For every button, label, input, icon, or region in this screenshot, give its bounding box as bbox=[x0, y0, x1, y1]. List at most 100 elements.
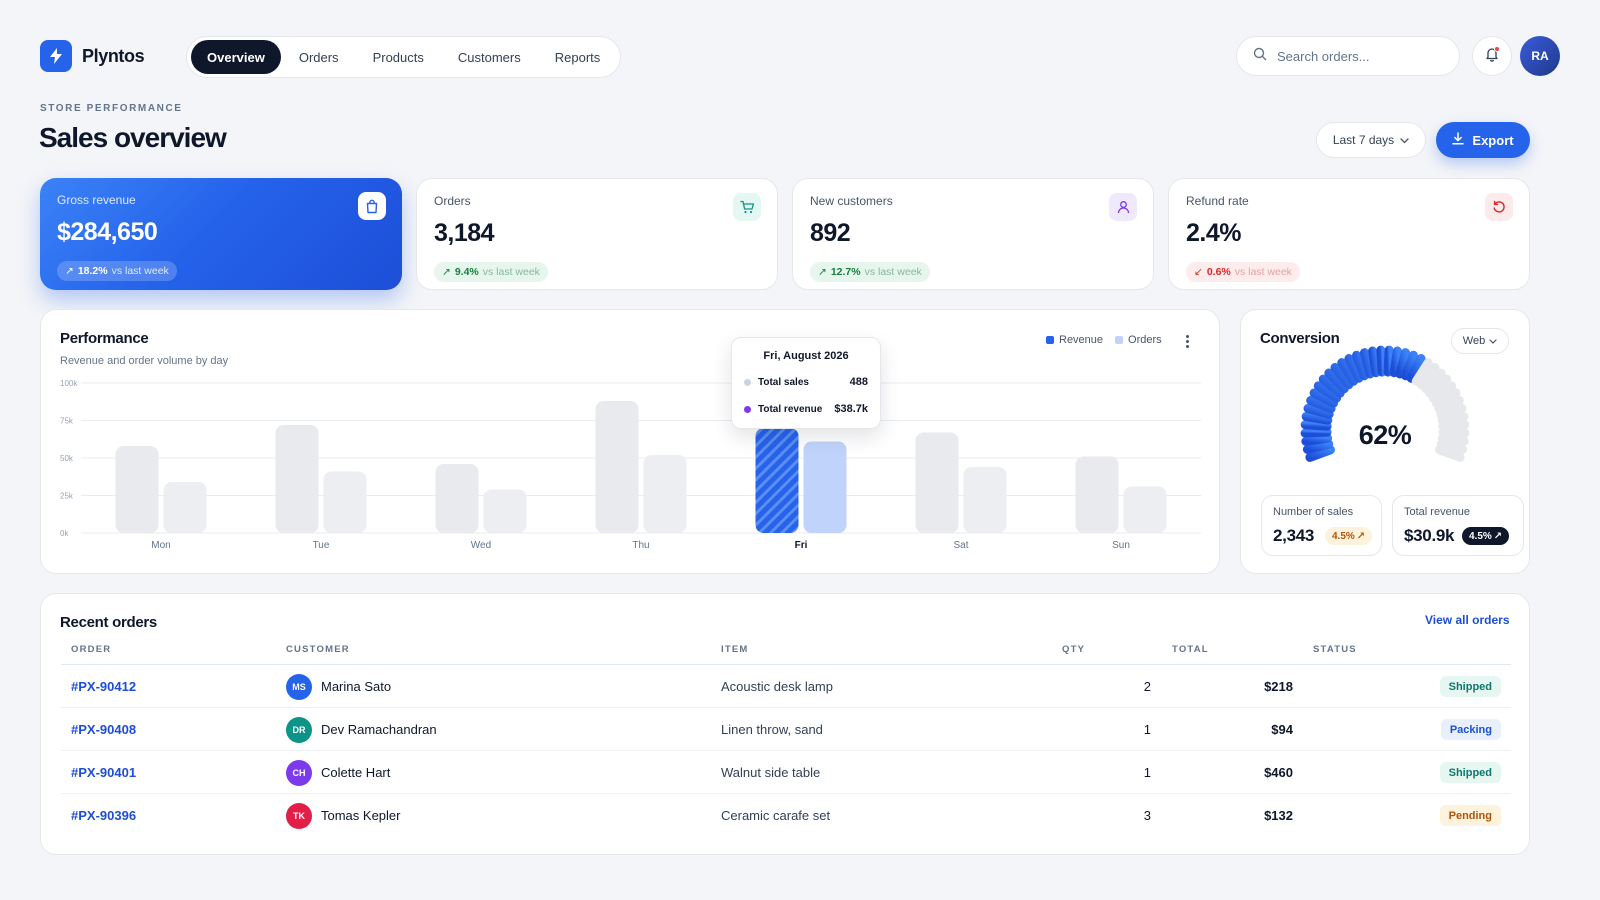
item-name: Walnut side table bbox=[721, 765, 821, 780]
tab-customers[interactable]: Customers bbox=[457, 49, 521, 65]
gauge-tick-filled bbox=[1300, 420, 1332, 431]
kpi-card-refund-rate[interactable]: Refund rate 2.4% ↙ 0.6% vs last week bbox=[1168, 178, 1530, 290]
tooltip-label: Total sales bbox=[758, 376, 809, 388]
search-icon bbox=[1253, 47, 1267, 66]
performance-subtitle: Revenue and order volume by day bbox=[60, 355, 229, 367]
stat-badge-value: 4.5% bbox=[1469, 530, 1492, 542]
recent-orders-panel: Recent orders View all orders ORDER CUST… bbox=[40, 593, 1530, 855]
arrow-down-left-icon: ↙ bbox=[1194, 266, 1203, 278]
tab-reports[interactable]: Reports bbox=[554, 49, 601, 65]
channel-select[interactable]: Web bbox=[1451, 328, 1509, 354]
table-row[interactable]: #PX-90408 DR Dev Ramachandran Linen thro… bbox=[61, 707, 1511, 750]
bar-orders-fri bbox=[803, 441, 847, 533]
kpi-delta-note: vs last week bbox=[1234, 266, 1292, 278]
column-header-item[interactable]: ITEM bbox=[721, 644, 749, 655]
kpi-label: Orders bbox=[434, 194, 471, 208]
search-input[interactable] bbox=[1277, 48, 1437, 64]
legend-item-orders[interactable]: Orders bbox=[1115, 334, 1162, 346]
brand[interactable]: Plyntos bbox=[40, 40, 145, 72]
stat-number-of-sales: Number of sales 2,343 4.5% ↗ bbox=[1261, 495, 1382, 556]
bar-revenue-fri bbox=[755, 428, 799, 533]
gauge-tick-empty bbox=[1438, 420, 1470, 431]
x-tick-label: Sat bbox=[953, 540, 968, 551]
conversion-panel: Conversion Web 62% Number of sales 2,343… bbox=[1240, 309, 1530, 574]
stat-total-revenue: Total revenue $30.9k 4.5% ↗ bbox=[1392, 495, 1524, 556]
export-button[interactable]: Export bbox=[1436, 122, 1530, 158]
gauge-tick-filled bbox=[1337, 358, 1359, 386]
gauge-tick-empty bbox=[1434, 396, 1464, 414]
column-header-qty[interactable]: QTY bbox=[1062, 644, 1086, 655]
column-header-customer[interactable]: CUSTOMER bbox=[286, 644, 350, 655]
table-row[interactable]: #PX-90412 MS Marina Sato Acoustic desk l… bbox=[61, 664, 1511, 707]
avatar: TK bbox=[286, 802, 312, 829]
kpi-delta-note: vs last week bbox=[111, 265, 169, 277]
y-tick-label: 0k bbox=[60, 529, 69, 538]
channel-label: Web bbox=[1462, 335, 1486, 347]
order-id-link[interactable]: #PX-90396 bbox=[71, 808, 137, 823]
y-tick-label: 100k bbox=[60, 379, 78, 388]
bar-orders-tue bbox=[323, 471, 367, 533]
stat-badge-value: 4.5% bbox=[1332, 530, 1355, 542]
kpi-label: New customers bbox=[810, 194, 893, 208]
order-id-link[interactable]: #PX-90412 bbox=[71, 679, 137, 694]
column-header-order[interactable]: ORDER bbox=[71, 644, 112, 655]
chevron-down-icon bbox=[1400, 133, 1409, 147]
bar-orders-sun bbox=[1123, 486, 1167, 533]
kpi-card-new-customers[interactable]: New customers 892 ↗ 12.7% vs last week bbox=[792, 178, 1154, 290]
kpi-label: Refund rate bbox=[1186, 194, 1249, 208]
x-tick-label: Sun bbox=[1112, 540, 1130, 551]
search-box bbox=[1236, 36, 1460, 76]
arrow-up-right-icon: ↗ bbox=[65, 265, 74, 277]
notifications-button[interactable] bbox=[1472, 36, 1512, 76]
gauge-tick-filled bbox=[1368, 346, 1381, 378]
order-total: $460 bbox=[1264, 765, 1293, 780]
kpi-value: $284,650 bbox=[57, 218, 158, 246]
view-all-orders-link[interactable]: View all orders bbox=[1425, 613, 1510, 627]
tab-overview[interactable]: Overview bbox=[191, 40, 281, 74]
gauge-tick-empty bbox=[1438, 427, 1470, 438]
bar-revenue-thu bbox=[595, 401, 639, 533]
download-icon bbox=[1452, 132, 1465, 148]
avatar: DR bbox=[286, 716, 312, 743]
user-icon bbox=[1109, 193, 1137, 221]
gauge-tick-empty bbox=[1435, 445, 1465, 462]
stat-badge: 4.5% ↗ bbox=[1325, 527, 1373, 545]
bolt-icon bbox=[40, 40, 72, 72]
order-id-link[interactable]: #PX-90408 bbox=[71, 722, 137, 737]
user-avatar[interactable]: RA bbox=[1520, 36, 1560, 76]
tab-products[interactable]: Products bbox=[372, 49, 424, 65]
gauge-tick-filled bbox=[1330, 363, 1354, 390]
bar-orders-sat bbox=[963, 467, 1007, 533]
status-badge: Packing bbox=[1440, 719, 1501, 740]
column-header-total[interactable]: TOTAL bbox=[1172, 644, 1209, 655]
table-row[interactable]: #PX-90396 TK Tomas Kepler Ceramic carafe… bbox=[61, 793, 1511, 836]
page-title: Sales overview bbox=[39, 122, 227, 153]
gauge-tick-empty bbox=[1436, 403, 1467, 419]
table-row[interactable]: #PX-90401 CH Colette Hart Walnut side ta… bbox=[61, 750, 1511, 793]
kpi-delta: ↙ 0.6% vs last week bbox=[1186, 262, 1300, 282]
tab-orders[interactable]: Orders bbox=[298, 49, 339, 65]
performance-chart: 100k 75k 50k 25k 0k Mon Tue Wed Thu Fri Sat Sun bbox=[60, 379, 1201, 551]
kpi-card-gross-revenue[interactable]: Gross revenue $284,650 ↗ 18.2% vs last w… bbox=[40, 178, 402, 290]
order-id-link[interactable]: #PX-90401 bbox=[71, 765, 137, 780]
kpi-delta: ↗ 12.7% vs last week bbox=[810, 262, 930, 282]
kpi-value: 2.4% bbox=[1186, 219, 1241, 247]
column-header-status[interactable]: STATUS bbox=[1313, 644, 1357, 655]
bar-revenue-mon bbox=[115, 446, 159, 533]
legend-item-revenue[interactable]: Revenue bbox=[1046, 334, 1103, 346]
kpi-card-orders[interactable]: Orders 3,184 ↗ 9.4% vs last week bbox=[416, 178, 778, 290]
order-total: $132 bbox=[1264, 808, 1293, 823]
y-tick-label: 25k bbox=[60, 492, 74, 501]
stat-value: 2,343 bbox=[1273, 526, 1315, 545]
kpi-delta-value: 9.4% bbox=[454, 266, 479, 278]
item-name: Linen throw, sand bbox=[721, 722, 823, 737]
stat-label: Number of sales bbox=[1273, 506, 1354, 518]
more-options-icon[interactable] bbox=[1179, 332, 1195, 350]
legend-label: Orders bbox=[1128, 334, 1162, 346]
notification-dot bbox=[1494, 46, 1500, 52]
gauge-tick-filled bbox=[1401, 350, 1418, 381]
kpi-value: 892 bbox=[810, 219, 851, 247]
bar-orders-mon bbox=[163, 482, 207, 533]
legend-swatch bbox=[1115, 336, 1124, 344]
date-range-select[interactable]: Last 7 days bbox=[1316, 122, 1426, 158]
